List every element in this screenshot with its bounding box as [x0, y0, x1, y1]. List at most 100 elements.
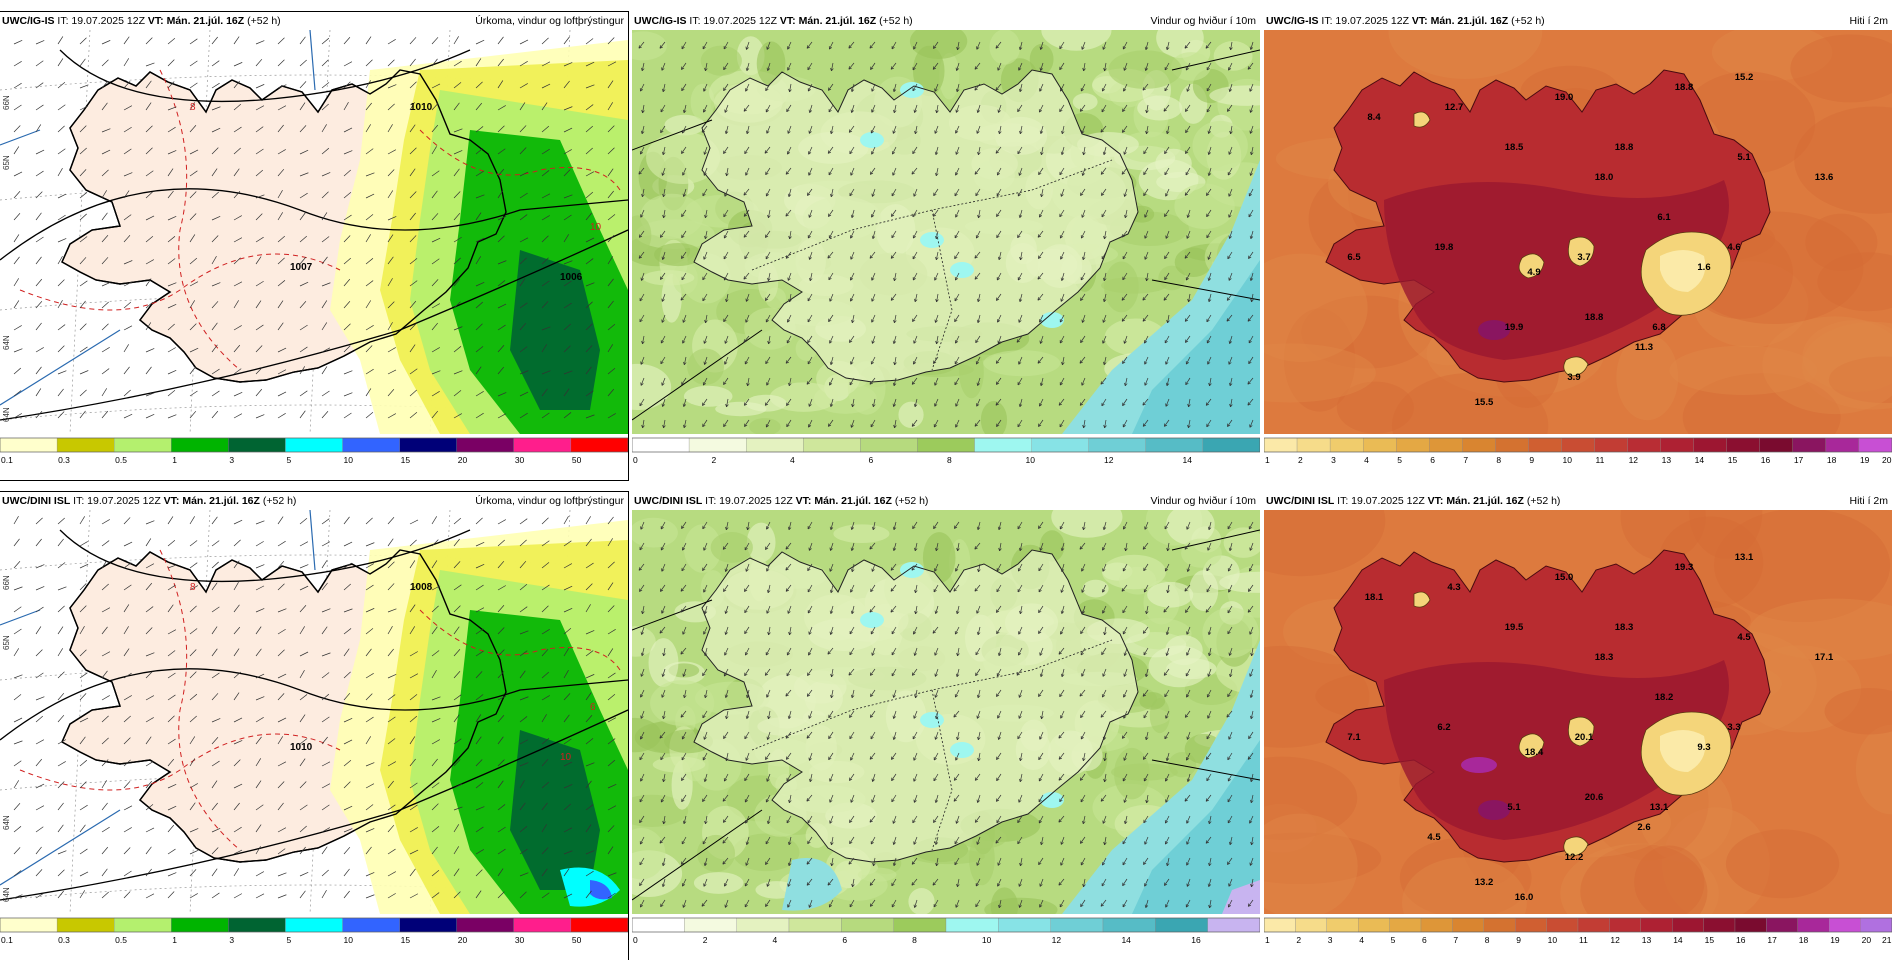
colorbar-tick-label: 10 — [982, 935, 992, 945]
colorbar-swatch — [1051, 918, 1103, 932]
colorbar-swatch — [400, 918, 457, 932]
colorbar-tick-label: 18 — [1799, 935, 1809, 945]
colorbar-tick-label: 6 — [869, 455, 874, 465]
colorbar-tick-label: 7 — [1453, 935, 1458, 945]
colorbar-swatch — [0, 438, 57, 452]
colorbar-swatch — [114, 918, 171, 932]
colorbar-swatch — [1203, 438, 1260, 452]
panel-header: UWC/IG-IS IT: 19.07.2025 12Z VT: Mán. 21… — [0, 12, 628, 30]
temperature-label: 12.2 — [1565, 852, 1584, 863]
colorbar-tick-label: 0 — [633, 935, 638, 945]
colorbar-tick-label: 19 — [1860, 455, 1870, 465]
colorbar-swatch — [1327, 918, 1358, 932]
init-time: IT: 19.07.2025 12Z — [55, 15, 148, 27]
colorbar-swatch — [457, 918, 514, 932]
model-name: UWC/IG-IS — [634, 15, 687, 27]
colorbar-swatch — [1421, 918, 1452, 932]
colorbar-swatch — [1798, 918, 1829, 932]
colorbar-swatch — [285, 918, 342, 932]
colorbar-swatch — [1727, 438, 1760, 452]
colorbar-tick-label: 4 — [1359, 935, 1364, 945]
colorbar-tick-label: 17 — [1767, 935, 1777, 945]
valid-time: Mán. 21.júl. 16Z — [1428, 15, 1509, 27]
colorbar-swatch — [343, 918, 400, 932]
colorbar-tick-label: 15 — [1705, 935, 1715, 945]
colorbar-tick-label: 13 — [1642, 935, 1652, 945]
model-name: UWC/IG-IS — [2, 15, 55, 27]
colorbar-swatch — [1495, 438, 1528, 452]
panel-header: UWC/DINI ISL IT: 19.07.2025 12Z VT: Mán.… — [0, 492, 628, 510]
temperature-label: 1.6 — [1697, 262, 1710, 273]
valid-time-label: VT: — [148, 15, 164, 27]
init-time: IT: 19.07.2025 12Z — [687, 15, 780, 27]
colorbar-swatch — [789, 918, 841, 932]
colorbar-tick-label: 20 — [1862, 935, 1872, 945]
colorbar-tick-label: 6 — [842, 935, 847, 945]
colorbar-tick-label: 14 — [1673, 935, 1683, 945]
colorbar-swatch — [1363, 438, 1396, 452]
panel-run-info: UWC/IG-IS IT: 19.07.2025 12Z VT: Mán. 21… — [634, 12, 913, 30]
panel-title: Vindur og hviður í 10m — [1151, 12, 1256, 30]
temperature-label: 6.5 — [1347, 252, 1361, 263]
colorbar-tick-label: 3 — [229, 455, 234, 465]
colorbar-tick-label: 10 — [344, 455, 354, 465]
colorbar-swatch — [514, 438, 571, 452]
map-panel-dini-precip: UWC/DINI ISL IT: 19.07.2025 12Z VT: Mán.… — [0, 492, 628, 960]
colorbar-tick-label: 10 — [1026, 455, 1036, 465]
temperature-label: 8.4 — [1367, 112, 1381, 123]
colorbar-tick-label: 8 — [1496, 455, 1501, 465]
colorbar-tick-label: 3 — [1328, 935, 1333, 945]
colorbar-swatch — [632, 918, 684, 932]
temperature-label: 18.3 — [1595, 652, 1614, 663]
colorbar-tick-label: 0.3 — [58, 935, 70, 945]
colorbar-swatch — [1578, 918, 1609, 932]
temperature-label: 18.4 — [1525, 747, 1544, 758]
colorbar-tick-label: 5 — [286, 935, 291, 945]
colorbar-swatch — [746, 438, 803, 452]
temperature-label: 16.0 — [1515, 892, 1534, 903]
colorbar-swatch — [1672, 918, 1703, 932]
temperature-label: 2.6 — [1637, 822, 1650, 833]
lead-time: (+52 h) — [876, 15, 912, 27]
map-panel-igis-temp: UWC/IG-IS IT: 19.07.2025 12Z VT: Mán. 21… — [1264, 12, 1892, 480]
colorbar-swatch — [1208, 918, 1260, 932]
colorbar-tick-label: 5 — [1391, 935, 1396, 945]
colorbar-tick-label: 50 — [572, 935, 582, 945]
valid-time: Mán. 21.júl. 16Z — [811, 495, 892, 507]
valid-time-label: VT: — [796, 495, 812, 507]
colorbar-tick-label: 20 — [1882, 455, 1892, 465]
temperature-label: 4.5 — [1427, 832, 1441, 843]
colorbar-tick-label: 14 — [1183, 455, 1193, 465]
colorbar-tick-label: 3 — [229, 935, 234, 945]
panel-run-info: UWC/IG-IS IT: 19.07.2025 12Z VT: Mán. 21… — [2, 12, 281, 30]
temperature-label: 9.3 — [1697, 742, 1710, 753]
colorbar-tick-label: 13 — [1662, 455, 1672, 465]
panel-run-info: UWC/DINI ISL IT: 19.07.2025 12Z VT: Mán.… — [2, 492, 296, 510]
valid-time-label: VT: — [1412, 15, 1428, 27]
init-time: IT: 19.07.2025 12Z — [702, 495, 795, 507]
colorbar-swatch — [803, 438, 860, 452]
colorbar-swatch — [1628, 438, 1661, 452]
colorbar-tick-label: 15 — [1728, 455, 1738, 465]
colorbar-swatch — [114, 438, 171, 452]
colorbar-tick-label: 0.1 — [1, 455, 13, 465]
colorbar-tick-label: 10 — [1562, 455, 1572, 465]
colorbar-tick-label: 30 — [515, 455, 525, 465]
temperature-label: 7.1 — [1347, 732, 1361, 743]
colorbar-swatch — [860, 438, 917, 452]
colorbar-swatch — [1452, 918, 1483, 932]
valid-time-label: VT: — [164, 495, 180, 507]
colorbar-swatch — [571, 918, 628, 932]
colorbar-swatch — [1704, 918, 1735, 932]
temperature-label: 19.8 — [1435, 242, 1454, 253]
valid-time: Mán. 21.júl. 16Z — [164, 15, 245, 27]
colorbar-swatch — [1760, 438, 1793, 452]
hot-spot — [1461, 757, 1497, 773]
colorbar-tick-label: 11 — [1596, 455, 1605, 465]
